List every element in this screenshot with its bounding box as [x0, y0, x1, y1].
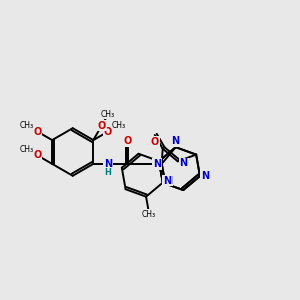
- Text: O: O: [33, 150, 42, 161]
- Text: O: O: [33, 127, 42, 137]
- Text: N: N: [201, 173, 209, 183]
- Text: N: N: [104, 159, 112, 169]
- Text: H: H: [105, 168, 112, 177]
- Text: N: N: [153, 159, 161, 169]
- Text: O: O: [104, 127, 112, 137]
- Text: O: O: [151, 137, 159, 147]
- Text: N: N: [172, 136, 180, 146]
- Text: N: N: [180, 158, 188, 168]
- Text: O: O: [98, 121, 106, 130]
- Text: CH₃: CH₃: [142, 210, 156, 219]
- Text: CH₃: CH₃: [19, 121, 34, 130]
- Text: CH₃: CH₃: [112, 121, 126, 130]
- Text: CH₃: CH₃: [101, 110, 115, 119]
- Text: CH₃: CH₃: [19, 145, 34, 154]
- Text: N: N: [164, 176, 172, 186]
- Text: O: O: [124, 136, 132, 146]
- Text: N: N: [163, 176, 171, 186]
- Text: N: N: [201, 171, 209, 181]
